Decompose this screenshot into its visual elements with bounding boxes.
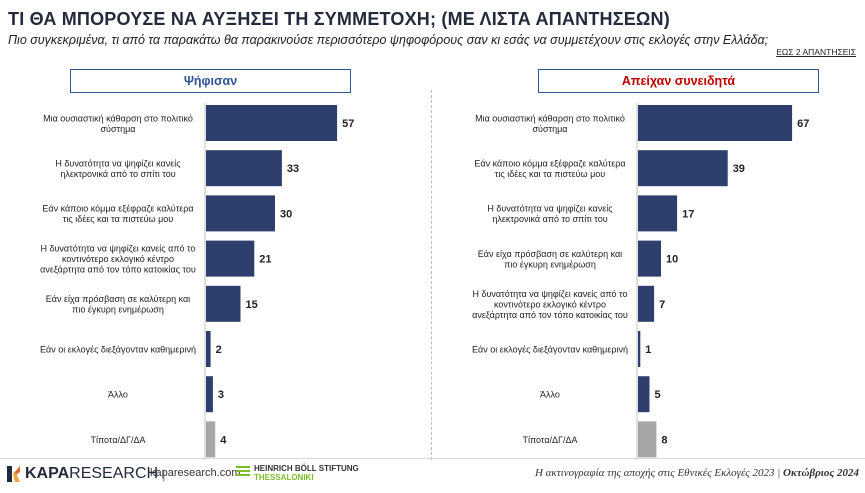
abstained-value-label-5: 1 [645,344,651,356]
voted-value-label-3: 21 [259,254,271,266]
voted-value-label-1: 33 [287,163,299,175]
abstained-value-label-3: 10 [666,254,678,266]
voted-bar-6 [206,376,213,413]
panel-divider [431,90,432,460]
voted-category-label-3: Η δυνατότητα να ψηφίζει κανείς από το κον… [40,244,196,275]
abstained-category-label-7: Τίποτα/ΔΓ/ΔΑ [522,435,577,445]
voted-value-label-2: 30 [280,208,292,220]
voted-bar-5 [206,331,211,367]
page-title: ΤΙ ΘΑ ΜΠΟΡΟΥΣΕ ΝΑ ΑΥΞΗΣΕΙ ΤΗ ΣΥΜΜΕΤΟΧΗ; … [8,9,670,29]
boll-logo-icon [236,466,250,476]
voted-bar-7 [206,421,216,458]
abstained-value-label-2: 17 [682,208,694,220]
abstained-bar-4 [638,285,655,322]
voted-bar-2 [206,195,275,232]
voted-category-label-1: Η δυνατότητα να ψηφίζει κανείς ηλεκτρονικ… [55,158,181,179]
panel-header-voted: Ψήφισαν [70,69,351,93]
abstained-category-label-5: Εάν οι εκλογές διεξάγονταν καθημερινή [472,345,628,355]
heinrich-boll-logo: HEINRICH BÖLL STIFTUNG THESSALONIKI [236,464,359,482]
voted-category-label-6: Άλλο [108,390,128,400]
abstained-value-label-4: 7 [659,299,665,311]
voted-category-label-2: Εάν κάποιο κόμμα εξέφραζε καλύτερα τις ιδ… [42,204,193,225]
abstained-bar-6 [638,376,650,413]
answers-note: ΕΩΣ 2 ΑΠΑΝΤΗΣΕΙΣ [776,47,856,57]
footer-date: Οκτώβριος 2024 [783,467,859,479]
abstained-value-label-7: 8 [661,434,667,446]
abstained-category-label-0: Μια ουσιαστική κάθαρση στο πολιτικό σύστη… [475,113,625,134]
footer-source: Η ακτινογραφία της αποχής στις Εθνικές Ε… [535,467,859,479]
voted-category-label-7: Τίποτα/ΔΓ/ΔΑ [90,435,145,445]
chart-abstained: 67 Μια ουσιαστική κάθαρση στο πολιτικό σύσ… [472,103,809,460]
abstained-bar-2 [638,195,678,232]
abstained-value-label-0: 67 [797,118,809,130]
abstained-category-label-6: Άλλο [540,390,560,400]
abstained-category-label-4: Η δυνατότητα να ψηφίζει κανείς από το κον… [472,289,628,320]
voted-category-label-5: Εάν οι εκλογές διεξάγονταν καθημερινή [40,345,196,355]
abstained-bar-7 [638,421,657,458]
voted-value-label-0: 57 [342,118,354,130]
voted-value-label-6: 3 [218,389,224,401]
abstained-category-label-1: Εάν κάποιο κόμμα εξέφραζε καλύτερα τις ιδ… [474,158,625,179]
abstained-category-label-3: Εάν είχα πρόσβαση σε καλύτερη και πιο έγκ… [478,249,622,270]
kapa-logo-icon [7,466,20,482]
abstained-value-label-6: 5 [655,389,661,401]
logo-text-bold: KAPA [25,465,70,482]
chart-voted: 57 Μια ουσιαστική κάθαρση στο πολιτικό σύσ… [40,103,354,460]
voted-value-label-5: 2 [216,344,222,356]
voted-value-label-7: 4 [220,434,227,446]
kapa-research-logo: KAPARESEARCH | [7,465,165,483]
voted-category-label-0: Μια ουσιαστική κάθαρση στο πολιτικό σύστη… [43,113,193,134]
voted-value-label-4: 15 [246,299,258,311]
partner-name: HEINRICH BÖLL STIFTUNG [254,464,359,473]
abstained-category-label-2: Η δυνατότητα να ψηφίζει κανείς ηλεκτρονικ… [487,204,613,225]
voted-bar-0 [206,105,338,141]
abstained-bar-3 [638,240,661,277]
voted-bar-4 [206,285,241,322]
abstained-bar-5 [638,331,641,367]
panel-header-abstained: Απείχαν συνειδητά [538,69,819,93]
abstained-bar-1 [638,150,728,187]
abstained-bar-0 [638,105,793,141]
voted-category-label-4: Εάν είχα πρόσβαση σε καλύτερη και πιο έγκ… [46,294,190,315]
voted-bar-3 [206,240,255,277]
footer-url[interactable]: kaparesearch.com [150,467,241,479]
partner-city: THESSALONIKI [254,473,314,482]
footer-separator: | [162,466,166,482]
page-subtitle: Πιο συγκεκριμένα, τι από τα παρακάτω θα … [8,33,769,47]
voted-bar-1 [206,150,282,187]
abstained-value-label-1: 39 [733,163,745,175]
logo-text-light: RESEARCH [69,465,159,482]
footer-divider [0,458,865,459]
footer-source-text: Η ακτινογραφία της αποχής στις Εθνικές Ε… [534,467,781,479]
